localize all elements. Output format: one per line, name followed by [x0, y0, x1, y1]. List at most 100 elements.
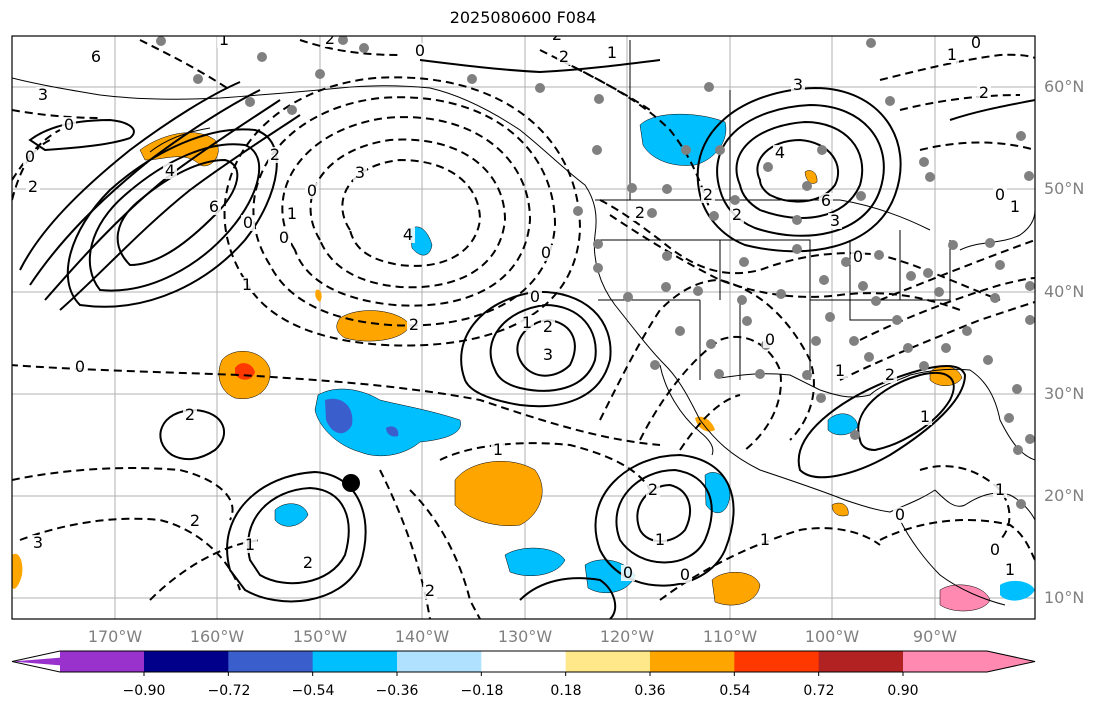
- colorbar: [11, 650, 1036, 676]
- contour-label-bg: [26, 179, 40, 195]
- lon-label-140w: 140°W: [394, 627, 450, 646]
- contour-label: 1: [219, 30, 229, 49]
- contour-label: 3: [38, 85, 48, 104]
- contour-label-bg: [301, 555, 315, 571]
- lon-label-130w: 130°W: [497, 627, 553, 646]
- contour-label-bg: [207, 199, 221, 215]
- contour-label: 1: [522, 313, 532, 332]
- contour-label: 0: [64, 115, 74, 134]
- contour-label: 4: [403, 225, 413, 244]
- contour-label-bg: [285, 206, 299, 222]
- contour-label-bg: [277, 230, 291, 246]
- contour-label-bg: [988, 542, 1002, 558]
- contour-label-bg: [305, 183, 319, 199]
- contour-label-bg: [541, 347, 555, 363]
- lat-label-30n: 30°N: [1044, 384, 1085, 403]
- contour-label-bg: [646, 482, 660, 498]
- contour-label: 0: [680, 565, 690, 584]
- lon-label-150w: 150°W: [292, 627, 348, 646]
- center-marker: [342, 474, 360, 492]
- contour-label: 1: [1010, 197, 1020, 216]
- contour-label-bg: [520, 315, 534, 331]
- colorbar-tick-label: 0.72: [803, 683, 835, 699]
- map-title: 2025080600 F084: [449, 8, 597, 27]
- colorbar-swatch: [734, 651, 820, 672]
- colorbar-tick-label: 0.36: [634, 683, 666, 699]
- contour-label: 0: [971, 33, 981, 52]
- lon-label-110w: 110°W: [702, 627, 758, 646]
- station-markers: [156, 36, 1035, 509]
- contour-label: 6: [821, 191, 831, 210]
- contour-label: 0: [530, 287, 540, 306]
- contour-label: 2: [303, 553, 313, 572]
- colorbar-tick-label: −0.54: [291, 683, 335, 699]
- colorbar-tick-label: −0.90: [122, 683, 166, 699]
- contour-label: 3: [830, 211, 840, 230]
- contour-label-bg: [550, 36, 564, 43]
- contour-label-bg: [241, 215, 255, 231]
- contour-label-bg: [23, 149, 37, 165]
- contour-label: 2: [409, 315, 419, 334]
- contour-label: 0: [765, 330, 775, 349]
- contour-label: 0: [541, 243, 551, 262]
- contour-label-bg: [773, 145, 787, 161]
- contour-label: 0: [990, 540, 1000, 559]
- map-frame: [11, 35, 1036, 620]
- colorbar-tick-label: 0.90: [887, 683, 919, 699]
- colorbar-extend-high: [987, 651, 1035, 672]
- contour-label-bg: [183, 407, 197, 423]
- contour-label: 0: [415, 41, 425, 60]
- contour-label-bg: [401, 227, 415, 243]
- contour-label-bg: [353, 165, 367, 181]
- shaded-anomalies: [12, 113, 1035, 612]
- colorbar-tick-label: 0.54: [719, 683, 751, 699]
- contour-label: 2: [325, 29, 335, 48]
- contour-label: 0: [853, 247, 863, 266]
- contour-label: 1: [995, 480, 1005, 499]
- contour-label: 2: [635, 203, 645, 222]
- coastlines: [12, 40, 1035, 606]
- contour-label: 1: [1005, 560, 1015, 579]
- contour-label: 1: [835, 361, 845, 380]
- contour-label: 1: [287, 204, 297, 223]
- lon-label-160w: 160°W: [189, 627, 245, 646]
- colorbar-tick-label: 0.18: [550, 683, 582, 699]
- contour-label: 6: [209, 197, 219, 216]
- contour-label-bg: [240, 277, 254, 293]
- contour-label-bg: [621, 565, 635, 581]
- contour-label-bg: [945, 47, 959, 63]
- colorbar-swatch: [397, 651, 482, 672]
- contour-label-bg: [73, 359, 87, 375]
- colorbar-swatch: [228, 651, 314, 672]
- lat-label-10n: 10°N: [1044, 588, 1085, 607]
- colorbar-swatch: [312, 651, 398, 672]
- colorbar-swatch: [903, 651, 987, 672]
- contour-label-bg: [528, 289, 542, 305]
- contour-label-bg: [243, 537, 257, 553]
- contour-label-bg: [851, 249, 865, 265]
- contour-label-bg: [62, 117, 76, 133]
- contour-label: 4: [165, 161, 175, 180]
- colorbar-swatch: [481, 651, 567, 672]
- contour-label-bg: [491, 442, 505, 458]
- colorbar-outline: [11, 650, 1036, 673]
- contour-label: 0: [279, 228, 289, 247]
- lon-label-170w: 170°W: [87, 627, 143, 646]
- colorbar-swatch: [144, 651, 229, 672]
- contour-label: 1: [245, 535, 255, 554]
- contour-label: 0: [75, 357, 85, 376]
- lat-label-40n: 40°N: [1044, 282, 1085, 301]
- contour-label: 0: [995, 185, 1005, 204]
- contour-label-bg: [36, 87, 50, 103]
- lon-label-120w: 120°W: [599, 627, 655, 646]
- contour-label-bg: [893, 507, 907, 523]
- contour-label-bg: [918, 409, 932, 425]
- contour-label-bg: [833, 363, 847, 379]
- contour-label-bg: [323, 36, 337, 47]
- contour-label-bg: [993, 482, 1007, 498]
- contour-label: 1: [242, 275, 252, 294]
- contour-label-bg: [819, 193, 833, 209]
- contour-label-bg: [423, 583, 437, 599]
- contour-label-bg: [605, 45, 619, 61]
